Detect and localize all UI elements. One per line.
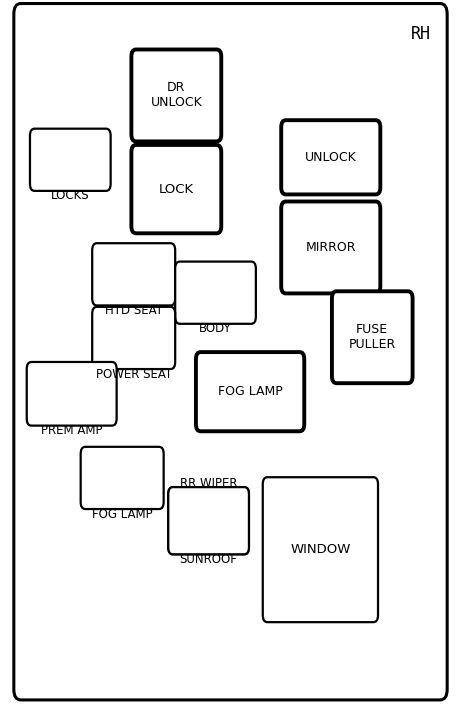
FancyBboxPatch shape bbox=[332, 291, 413, 383]
FancyBboxPatch shape bbox=[281, 120, 380, 194]
Text: FUSE
PULLER: FUSE PULLER bbox=[349, 323, 396, 351]
FancyBboxPatch shape bbox=[92, 243, 175, 305]
FancyBboxPatch shape bbox=[27, 362, 117, 426]
Text: FOG LAMP: FOG LAMP bbox=[92, 508, 153, 520]
Text: DR
UNLOCK: DR UNLOCK bbox=[150, 81, 202, 110]
FancyBboxPatch shape bbox=[14, 4, 447, 700]
Text: RH: RH bbox=[411, 25, 431, 42]
FancyBboxPatch shape bbox=[30, 129, 111, 191]
FancyBboxPatch shape bbox=[131, 145, 221, 233]
Text: HTD SEAT: HTD SEAT bbox=[105, 304, 163, 317]
FancyBboxPatch shape bbox=[92, 307, 175, 369]
Text: MIRROR: MIRROR bbox=[306, 241, 356, 254]
FancyBboxPatch shape bbox=[168, 487, 249, 554]
Text: LOCKS: LOCKS bbox=[51, 189, 89, 202]
FancyBboxPatch shape bbox=[281, 201, 380, 293]
Text: UNLOCK: UNLOCK bbox=[305, 151, 357, 164]
Text: FOG LAMP: FOG LAMP bbox=[218, 385, 283, 398]
FancyBboxPatch shape bbox=[131, 49, 221, 141]
FancyBboxPatch shape bbox=[81, 447, 164, 509]
FancyBboxPatch shape bbox=[196, 352, 304, 431]
Text: POWER SEAT: POWER SEAT bbox=[95, 368, 172, 380]
Text: LOCK: LOCK bbox=[159, 182, 194, 196]
Text: WINDOW: WINDOW bbox=[290, 543, 350, 556]
FancyBboxPatch shape bbox=[263, 477, 378, 622]
FancyBboxPatch shape bbox=[175, 262, 256, 324]
Text: SUNROOF: SUNROOF bbox=[180, 553, 237, 566]
Text: PREM AMP: PREM AMP bbox=[41, 424, 102, 437]
FancyBboxPatch shape bbox=[168, 487, 249, 554]
Text: BODY: BODY bbox=[199, 322, 232, 335]
Text: RR WIPER: RR WIPER bbox=[180, 477, 237, 490]
